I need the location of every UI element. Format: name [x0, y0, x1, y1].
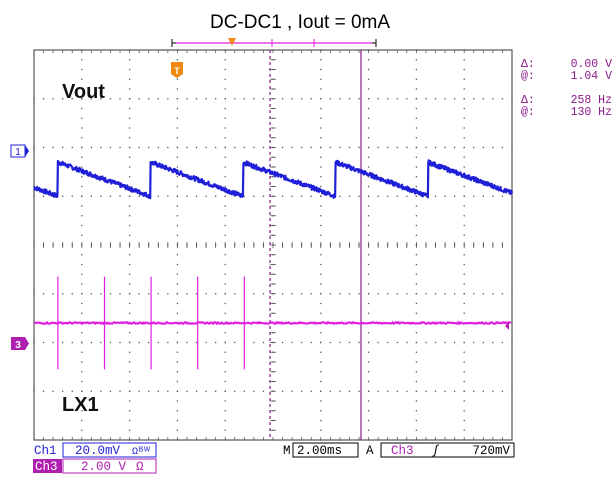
- cursor-readout: Δ: 0.00 V @: 1.04 V Δ: 258 Hz @: 130 Hz: [521, 58, 612, 119]
- amp-at-value: 1.04 V: [571, 70, 613, 83]
- amp-at-symbol: @:: [521, 70, 535, 83]
- amp-delta-symbol: Δ:: [521, 58, 535, 71]
- lx1-label: LX1: [62, 394, 99, 416]
- amp-delta-value: 0.00 V: [571, 58, 613, 71]
- record-marker-icon: [228, 38, 236, 46]
- trigger-position-marker[interactable]: T: [171, 62, 183, 78]
- acquisition-mode: A: [366, 444, 374, 458]
- lx1-spikes: [57, 276, 245, 370]
- trigger-box[interactable]: [380, 442, 515, 458]
- vout-label: Vout: [62, 81, 105, 103]
- freq-delta-symbol: Δ:: [521, 94, 535, 107]
- vout-trace: [33, 159, 514, 200]
- timebase-value: 2.00ms: [297, 444, 342, 458]
- trigger-slope-icon: ʃ: [432, 444, 440, 458]
- freq-at-symbol: @:: [521, 106, 535, 119]
- trigger-source: Ch3: [391, 444, 414, 458]
- trigger-level: 720mV: [472, 444, 510, 458]
- ch1-coupling: Ωᴮᵂ: [132, 447, 151, 458]
- freq-at-value: 130 Hz: [571, 106, 612, 119]
- ch1-name[interactable]: Ch1: [34, 444, 57, 458]
- ch3-marker-label: 3: [15, 340, 21, 351]
- ch1-ground-marker[interactable]: 1: [10, 144, 29, 158]
- timebase-prefix: M: [283, 444, 291, 458]
- ch3-name-box[interactable]: [33, 459, 62, 473]
- trigger-level-icon[interactable]: [505, 322, 509, 330]
- chart-title: DC-DC1 , Iout = 0mA: [210, 12, 390, 33]
- timebase-box[interactable]: [292, 442, 359, 458]
- status-bar: Ch1 20.0mV Ωᴮᵂ Ch3 2.00 V Ω M 2.00ms A C…: [33, 442, 515, 474]
- graticule-grid: [33, 49, 513, 441]
- ch1-scale-box[interactable]: [62, 442, 157, 458]
- trigger-marker-label: T: [174, 66, 180, 76]
- ch1-scale: 20.0mV: [75, 444, 121, 458]
- record-position-bar: [171, 38, 377, 47]
- ch3-scale-box[interactable]: [62, 458, 157, 474]
- ch3-ground-marker[interactable]: 3: [11, 337, 29, 351]
- lx1-trace: [33, 320, 512, 326]
- ch1-marker-label: 1: [15, 147, 21, 158]
- ch3-coupling: Ω: [136, 460, 144, 474]
- ch3-name: Ch3: [35, 460, 58, 474]
- ch3-scale: 2.00 V: [81, 460, 127, 474]
- freq-delta-value: 258 Hz: [571, 94, 612, 107]
